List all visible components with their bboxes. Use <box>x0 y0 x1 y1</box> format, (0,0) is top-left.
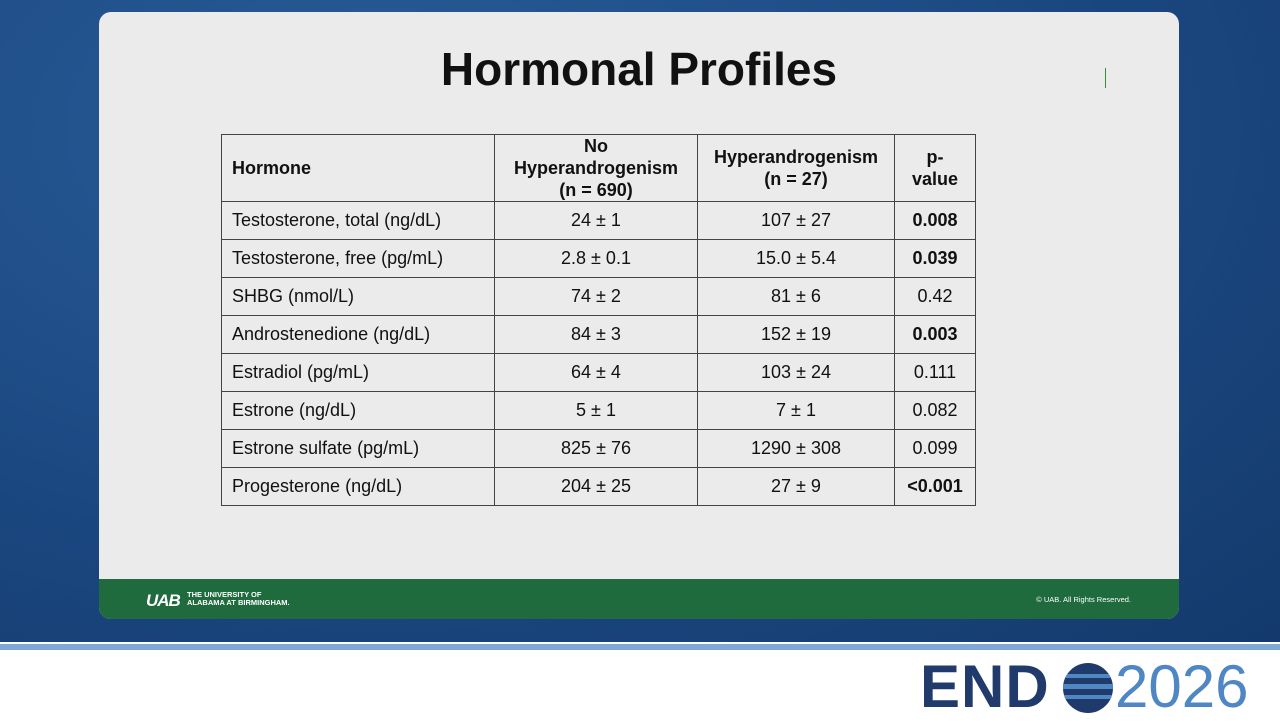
table-cell: 2.8 ± 0.1 <box>494 239 698 278</box>
table-cell: 27 ± 9 <box>697 467 895 506</box>
slide: Hormonal Profiles Hormone No Hyperandroge… <box>99 12 1179 619</box>
table-cell: 152 ± 19 <box>697 315 895 354</box>
footer: UAB THE UNIVERSITY OF ALABAMA AT BIRMING… <box>99 579 1179 619</box>
p-value: 0.42 <box>894 277 976 316</box>
table-cell: 74 ± 2 <box>494 277 698 316</box>
slide-title: Hormonal Profiles <box>440 43 838 95</box>
table-cell: Testosterone, total (ng/dL) <box>221 201 495 240</box>
table-cell: 84 ± 3 <box>494 315 698 354</box>
table-row: Testosterone, free (pg/mL) 2.8 ± 0.1 15.0 … <box>221 239 976 278</box>
university-name: THE UNIVERSITY OF ALABAMA AT BIRMINGHAM. <box>187 591 290 607</box>
p-value: 0.111 <box>894 353 976 392</box>
header-cell: No Hyperandrogenism (n = 690) <box>494 134 698 202</box>
table-cell: 204 ± 25 <box>494 467 698 506</box>
brand-name: END <box>920 653 1050 720</box>
header-text: Hyperandrogenism <box>713 147 879 167</box>
header-cell: Hormone <box>221 134 495 202</box>
table-cell: 107 ± 27 <box>697 201 895 240</box>
p-value: 0.003 <box>894 315 976 354</box>
table-row: Progesterone (ng/dL) 204 ± 25 27 ± 9 <0.001 <box>221 467 976 506</box>
table-cell: 24 ± 1 <box>494 201 698 240</box>
university-line: ALABAMA AT BIRMINGHAM. <box>187 598 290 607</box>
header-row: Hormone No Hyperandrogenism (n = 690) Hyper… <box>221 134 976 202</box>
table-cell: 5 ± 1 <box>494 391 698 430</box>
table-row: Estradiol (pg/mL) 64 ± 4 103 ± 24 0.111 <box>221 353 976 392</box>
table-cell: Androstenedione (ng/dL) <box>221 315 495 354</box>
cursor-mark <box>1105 68 1106 88</box>
p-value: 0.008 <box>894 201 976 240</box>
header-text: (n = 27) <box>764 169 828 189</box>
table-cell: 103 ± 24 <box>697 353 895 392</box>
header-cell: p-value <box>894 134 976 202</box>
table-body: Testosterone, total (ng/dL) 24 ± 1 107 ± 2… <box>221 201 976 506</box>
table-cell: SHBG (nmol/L) <box>221 277 495 316</box>
table-cell: 15.0 ± 5.4 <box>697 239 895 278</box>
table-row: Estrone sulfate (pg/mL) 825 ± 76 1290 ± 30… <box>221 429 976 468</box>
uab-logo: UAB <box>146 591 181 610</box>
p-value: 0.082 <box>894 391 976 430</box>
p-value: <0.001 <box>894 467 976 506</box>
stripe <box>0 644 1280 650</box>
header-text: No Hyperandrogenism <box>513 136 679 178</box>
table-cell: Estrone (ng/dL) <box>221 391 495 430</box>
table-cell: 825 ± 76 <box>494 429 698 468</box>
table-cell: 7 ± 1 <box>697 391 895 430</box>
table-cell: 64 ± 4 <box>494 353 698 392</box>
copyright: © UAB. All Rights Reserved. <box>1036 595 1131 604</box>
table-cell: Progesterone (ng/dL) <box>221 467 495 506</box>
p-value: 0.099 <box>894 429 976 468</box>
university-line: THE UNIVERSITY OF <box>187 590 262 599</box>
table-row: Androstenedione (ng/dL) 84 ± 3 152 ± 19 0.0… <box>221 315 976 354</box>
table-cell: 81 ± 6 <box>697 277 895 316</box>
table-cell: Testosterone, free (pg/mL) <box>221 239 495 278</box>
table-row: SHBG (nmol/L) 74 ± 2 81 ± 6 0.42 <box>221 277 976 316</box>
header-text: Hormone <box>232 158 312 178</box>
hormone-table: Hormone No Hyperandrogenism (n = 690) Hyper… <box>221 134 976 506</box>
brand-year: 2026 <box>1115 653 1249 720</box>
table-cell: 1290 ± 308 <box>697 429 895 468</box>
header-cell: Hyperandrogenism (n = 27) <box>697 134 895 202</box>
p-value: 0.039 <box>894 239 976 278</box>
brand-globe <box>1063 663 1113 713</box>
table-cell: Estradiol (pg/mL) <box>221 353 495 392</box>
table-cell: Estrone sulfate (pg/mL) <box>221 429 495 468</box>
header-text: p-value <box>911 147 959 189</box>
table-row: Testosterone, total (ng/dL) 24 ± 1 107 ± 2… <box>221 201 976 240</box>
header-text: (n = 690) <box>559 180 633 200</box>
